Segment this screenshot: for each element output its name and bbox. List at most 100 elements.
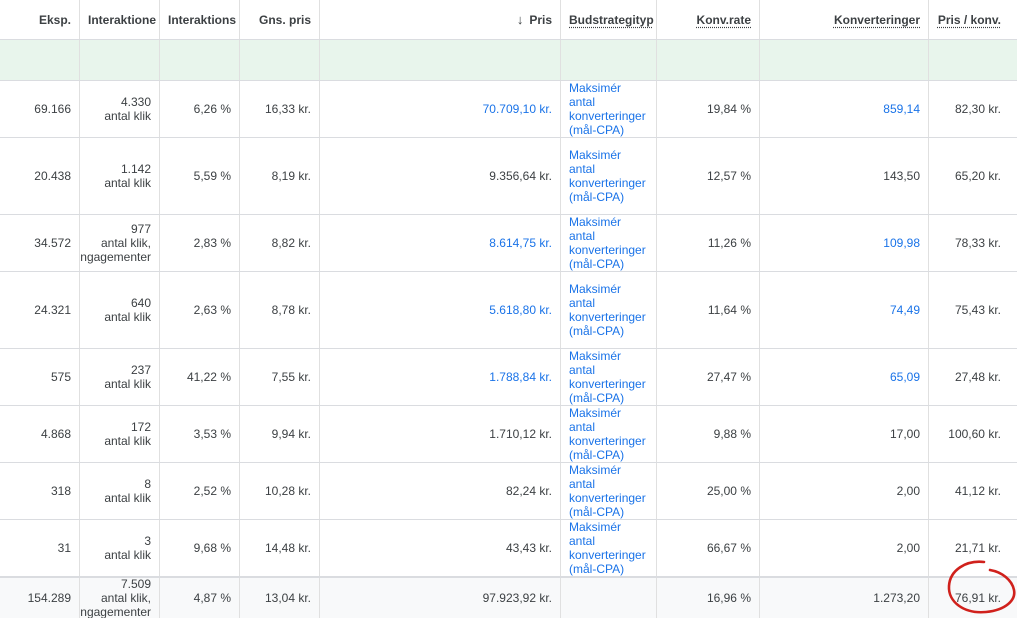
table-row: 318 8 antal klik 2,52 % 10,28 kr. 82,24 k…: [0, 463, 1017, 520]
cell-interaktioner: 237 antal klik: [80, 349, 160, 405]
cell-pris: 43,43 kr.: [320, 520, 561, 576]
budstrategi-link[interactable]: Maksimér antal konverteringer (mål-CPA): [569, 406, 646, 462]
cell-gns-pris: 9,94 kr.: [240, 406, 320, 462]
col-header-konv-rate-label: Konv.rate: [696, 12, 751, 27]
cell-konverteringer: 2,00: [760, 520, 929, 576]
strategy-line: konverteringer: [569, 109, 646, 123]
col-header-gns-pris[interactable]: Gns. pris: [240, 0, 320, 39]
cell-konverteringer: 859,14: [760, 81, 929, 137]
konverteringer-link[interactable]: 859,14: [883, 102, 920, 116]
cell-konv-rate: 27,47 %: [657, 349, 760, 405]
cell-konv-rate: 11,64 %: [657, 272, 760, 348]
interaktioner-count: 640: [130, 296, 151, 310]
cell-konv-rate: 11,26 %: [657, 215, 760, 271]
total-row: 154.289 7.509 antal klik, engagementer 4,8…: [0, 577, 1017, 618]
cell-interaktionsrate: 2,52 %: [160, 463, 240, 519]
pris-link[interactable]: 70.709,10 kr.: [482, 102, 552, 116]
col-header-eksp[interactable]: Eksp.: [0, 0, 80, 39]
strategy-line: antal: [569, 363, 596, 377]
interaktioner-type: antal klik,: [100, 236, 151, 250]
cell-budstrategi: Maksimér antal konverteringer (mål-CPA): [561, 138, 657, 214]
konverteringer-link[interactable]: 74,49: [889, 303, 920, 317]
col-header-konv-rate[interactable]: Konv.rate: [657, 0, 760, 39]
budstrategi-link[interactable]: Maksimér antal konverteringer (mål-CPA): [569, 148, 646, 204]
strategy-line: (mål-CPA): [569, 123, 625, 137]
interaktioner-type: antal klik: [104, 548, 151, 562]
strategy-line: (mål-CPA): [569, 391, 625, 405]
col-header-interaktioner[interactable]: Interaktione: [80, 0, 160, 39]
pris-link[interactable]: 1.788,84 kr.: [489, 370, 552, 384]
strategy-line: Maksimér: [569, 282, 622, 296]
arrow-down-icon: ↓: [516, 11, 524, 27]
filter-row: [0, 40, 1017, 81]
cell-budstrategi: Maksimér antal konverteringer (mål-CPA): [561, 349, 657, 405]
strategy-line: konverteringer: [569, 243, 646, 257]
cell-interaktioner: 1.142 antal klik: [80, 138, 160, 214]
budstrategi-link[interactable]: Maksimér antal konverteringer (mål-CPA): [569, 349, 646, 405]
strategy-line: (mål-CPA): [569, 448, 625, 462]
col-header-interaktioner-label: Interaktione: [88, 12, 157, 27]
col-header-interaktionsrate[interactable]: Interaktions: [160, 0, 240, 39]
cell-interaktionsrate: 2,63 %: [160, 272, 240, 348]
cell-eksp: 24.321: [0, 272, 80, 348]
cell-konverteringer: 2,00: [760, 463, 929, 519]
cell-interaktioner: 8 antal klik: [80, 463, 160, 519]
cell-pris: 5.618,80 kr.: [320, 272, 561, 348]
interaktioner-count: 7.509: [120, 578, 151, 591]
cell-konverteringer: 74,49: [760, 272, 929, 348]
strategy-line: antal: [569, 229, 596, 243]
filter-cell: [80, 40, 160, 80]
cell-gns-pris: 8,78 kr.: [240, 272, 320, 348]
total-interaktionsrate: 4,87 %: [160, 578, 240, 618]
col-header-eksp-label: Eksp.: [38, 12, 71, 27]
filter-cell: [320, 40, 561, 80]
cell-eksp: 4.868: [0, 406, 80, 462]
strategy-line: (mål-CPA): [569, 505, 625, 519]
strategy-line: antal: [569, 420, 596, 434]
konverteringer-link[interactable]: 109,98: [883, 236, 920, 250]
interaktioner-count: 8: [144, 477, 151, 491]
budstrategi-link[interactable]: Maksimér antal konverteringer (mål-CPA): [569, 520, 646, 576]
col-header-budstrategi[interactable]: Budstrategityp: [561, 0, 657, 39]
strategy-line: konverteringer: [569, 434, 646, 448]
budstrategi-link[interactable]: Maksimér antal konverteringer (mål-CPA): [569, 215, 646, 271]
pris-link[interactable]: 5.618,80 kr.: [489, 303, 552, 317]
total-konverteringer: 1.273,20: [760, 578, 929, 618]
budstrategi-link[interactable]: Maksimér antal konverteringer (mål-CPA): [569, 81, 646, 137]
col-header-pris-konv-label: Pris / konv.: [937, 12, 1001, 27]
filter-cell: [240, 40, 320, 80]
cell-pris: 70.709,10 kr.: [320, 81, 561, 137]
total-budstrategi: [561, 578, 657, 618]
cell-gns-pris: 8,19 kr.: [240, 138, 320, 214]
strategy-line: (mål-CPA): [569, 562, 625, 576]
cell-budstrategi: Maksimér antal konverteringer (mål-CPA): [561, 520, 657, 576]
interaktioner-type: antal klik: [104, 491, 151, 505]
strategy-line: antal: [569, 534, 596, 548]
cell-gns-pris: 7,55 kr.: [240, 349, 320, 405]
interaktioner-count: 237: [130, 363, 151, 377]
strategy-line: Maksimér: [569, 81, 622, 95]
pris-link[interactable]: 8.614,75 kr.: [489, 236, 552, 250]
cell-interaktionsrate: 41,22 %: [160, 349, 240, 405]
interaktioner-type: antal klik: [104, 310, 151, 324]
col-header-konverteringer[interactable]: Konverteringer: [760, 0, 929, 39]
interaktioner-count: 1.142: [120, 162, 151, 176]
col-header-pris[interactable]: ↓ Pris: [320, 0, 561, 39]
cell-gns-pris: 10,28 kr.: [240, 463, 320, 519]
cell-gns-pris: 16,33 kr.: [240, 81, 320, 137]
cell-interaktioner: 640 antal klik: [80, 272, 160, 348]
total-gns-pris: 13,04 kr.: [240, 578, 320, 618]
table-row: 31 3 antal klik 9,68 % 14,48 kr. 43,43 kr…: [0, 520, 1017, 577]
strategy-line: Maksimér: [569, 406, 622, 420]
budstrategi-link[interactable]: Maksimér antal konverteringer (mål-CPA): [569, 282, 646, 338]
interaktioner-type: antal klik,: [100, 591, 151, 605]
interaktioner-count: 172: [130, 420, 151, 434]
cell-eksp: 318: [0, 463, 80, 519]
strategy-line: Maksimér: [569, 148, 622, 162]
konverteringer-link[interactable]: 65,09: [889, 370, 920, 384]
cell-interaktionsrate: 2,83 %: [160, 215, 240, 271]
cell-interaktionsrate: 9,68 %: [160, 520, 240, 576]
budstrategi-link[interactable]: Maksimér antal konverteringer (mål-CPA): [569, 463, 646, 519]
col-header-pris-label: Pris: [529, 12, 552, 27]
col-header-pris-konv[interactable]: Pris / konv.: [929, 0, 1017, 39]
